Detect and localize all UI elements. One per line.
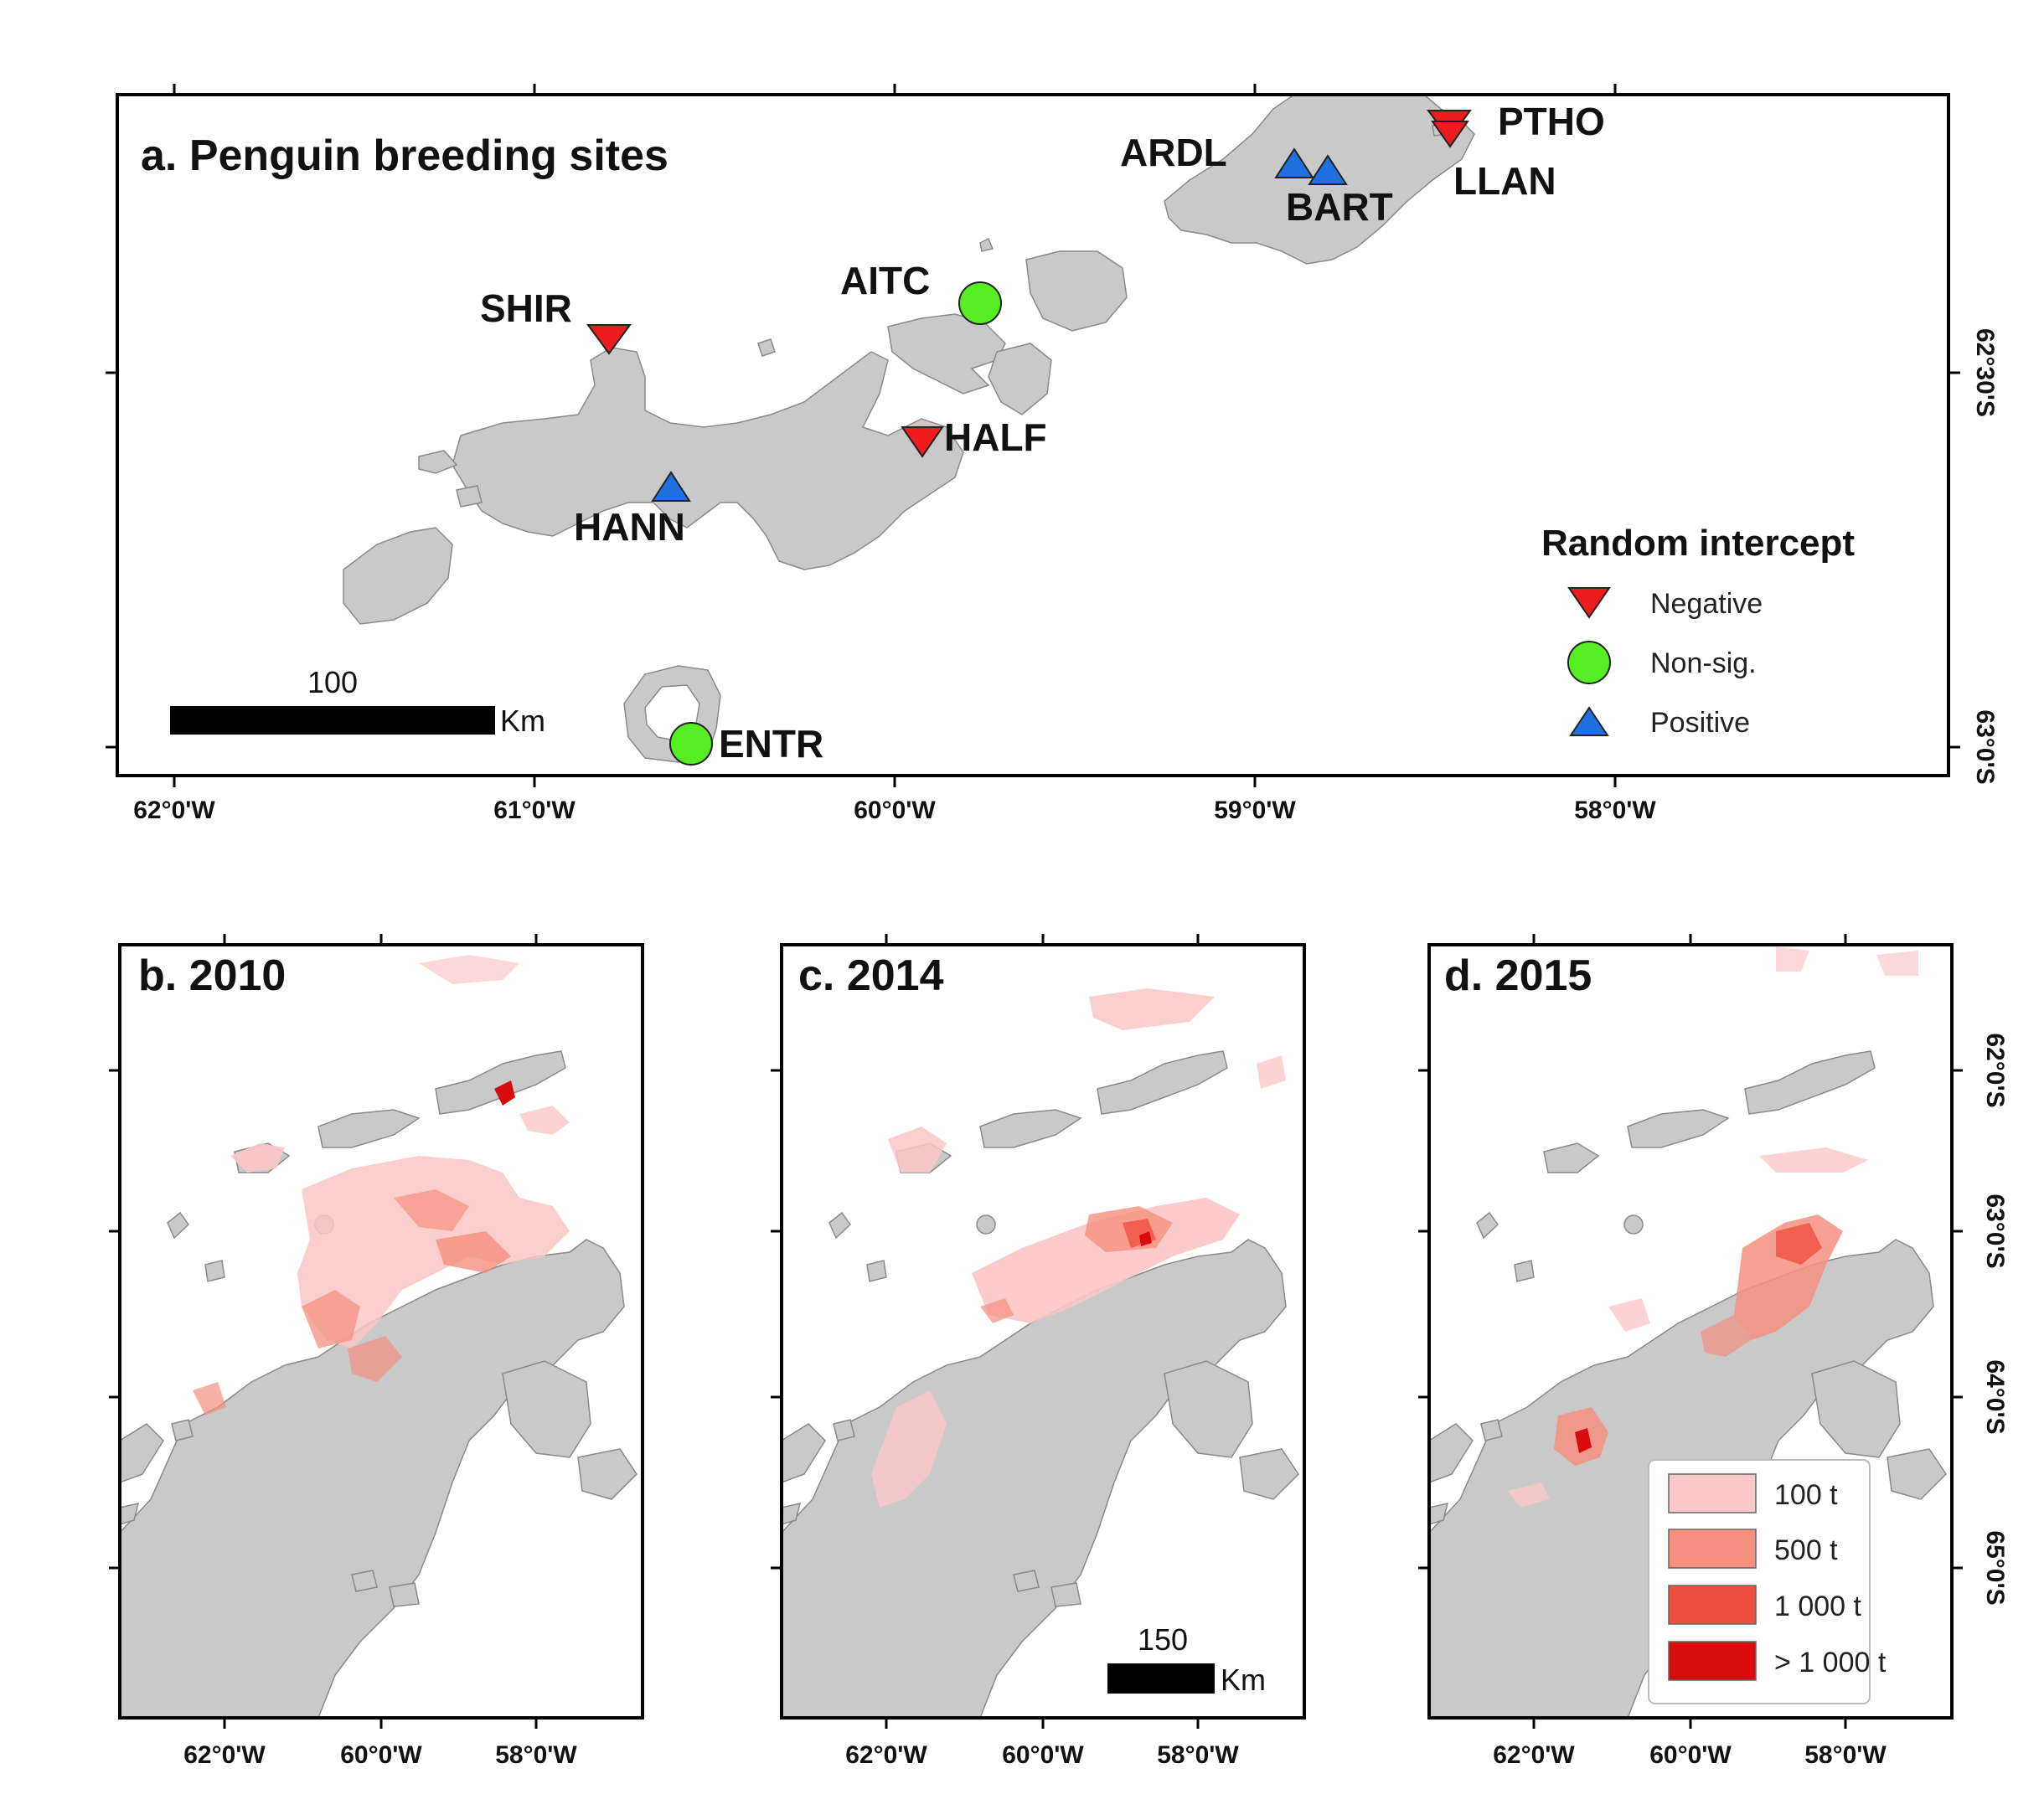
site-label-aitc: AITC (840, 259, 930, 302)
bottom-y-tick-4: 65°0'S (1981, 1530, 2009, 1605)
panel-a-scalebar-unit: Km (500, 704, 545, 738)
catch-legend-label-2: 500 t (1774, 1534, 1838, 1566)
panel-b-catch (193, 955, 570, 1415)
panel-b: b. 2010 62°0'W 60°0'W 58°0'W (109, 934, 644, 1769)
panel-a-x-tick-3: 60°0'W (854, 797, 936, 824)
panel-d-catch (1508, 946, 1918, 1508)
panel-c-scalebar-bar (1107, 1663, 1215, 1694)
panel-c-x-tick-1: 62°0'W (845, 1741, 927, 1769)
site-marker-bart (1308, 154, 1348, 185)
site-marker-hann (651, 471, 691, 502)
panel-a-scalebar-value: 100 (307, 665, 358, 699)
panel-a-x-tick-1: 62°0'W (133, 797, 215, 824)
panel-b-x-tick-3: 58°0'W (495, 1741, 577, 1769)
legend-positive-symbol (1569, 706, 1609, 736)
site-label-entr: ENTR (719, 722, 823, 766)
panel-c-scalebar-value: 150 (1138, 1622, 1188, 1657)
panel-c-catch (871, 988, 1286, 1508)
legend-nonsig-symbol (1567, 641, 1611, 684)
legend-negative-symbol (1567, 587, 1611, 619)
catch-legend-swatch-1 (1668, 1473, 1757, 1513)
panel-a-x-tick-2: 61°0'W (493, 797, 576, 824)
panel-d-map (1429, 946, 1947, 1718)
panel-a-y-tick-1: 62°30'S (1971, 328, 1999, 417)
bottom-y-tick-1: 62°0'S (1981, 1033, 2009, 1107)
catch-legend-swatch-3 (1668, 1585, 1757, 1625)
site-marker-shir (586, 324, 632, 355)
site-marker-aitc (958, 281, 1002, 325)
bottom-y-tick-3: 64°0'S (1981, 1359, 2009, 1434)
site-label-shir: SHIR (480, 286, 572, 330)
site-label-llan: LLAN (1453, 159, 1556, 203)
panel-c-map (782, 988, 1299, 1718)
panel-b-x-tick-2: 60°0'W (340, 1741, 422, 1769)
catch-legend-label-4: > 1 000 t (1774, 1647, 1887, 1678)
legend-negative-label: Negative (1650, 588, 1763, 620)
panel-a-title: a. Penguin breeding sites (141, 131, 668, 180)
legend-positive-label: Positive (1650, 707, 1750, 739)
catch-legend-swatch-4 (1668, 1641, 1757, 1681)
catch-legend: 100 t 500 t 1 000 t > 1 000 t (1648, 1459, 1887, 1704)
site-marker-llan (1431, 121, 1469, 148)
random-intercept-legend: Random intercept Negative Non-sig. Posit… (1541, 523, 1855, 739)
panel-d-title: d. 2015 (1444, 951, 1592, 1000)
panel-a-x-tick-5: 58°0'W (1574, 797, 1656, 824)
panel-a-scalebar-bar (170, 706, 495, 735)
panel-c-scalebar-unit: Km (1221, 1663, 1266, 1697)
panel-d: d. 2015 100 t 500 t 1 000 t > 1 000 t 62… (1418, 934, 2009, 1769)
panel-c-title: c. 2014 (798, 951, 944, 1000)
panel-c-scalebar: 150 Km (1107, 1622, 1266, 1697)
panel-a-x-tick-4: 59°0'W (1214, 797, 1296, 824)
site-marker-half (901, 426, 944, 458)
panel-d-ticks (1418, 934, 1963, 1729)
catch-legend-label-1: 100 t (1774, 1479, 1838, 1511)
panel-c: c. 2014 150 Km 62°0'W 60°0'W 58°0'W (771, 934, 1306, 1769)
site-markers (586, 110, 1472, 766)
panel-a-frame (116, 93, 1950, 777)
site-marker-entr (669, 722, 713, 766)
panel-d-x-tick-3: 58°0'W (1804, 1741, 1887, 1769)
panel-a-ticks (106, 84, 1960, 787)
panel-b-title: b. 2010 (138, 951, 286, 1000)
bottom-y-tick-2: 63°0'S (1981, 1194, 2009, 1268)
panel-a: 62°0'W 61°0'W 60°0'W 59°0'W 58°0'W 62°30… (106, 84, 1999, 824)
panel-c-ticks (771, 934, 1200, 1729)
site-label-ptho: PTHO (1498, 100, 1605, 143)
legend-nonsig-label: Non-sig. (1650, 647, 1757, 679)
panel-d-x-tick-2: 60°0'W (1649, 1741, 1732, 1769)
panel-b-x-tick-1: 62°0'W (183, 1741, 266, 1769)
panel-a-y-tick-2: 63°0'S (1971, 709, 1999, 784)
site-label-ardl: ARDL (1120, 131, 1227, 174)
site-label-bart: BART (1286, 185, 1393, 229)
panel-a-scalebar: 100 Km (170, 665, 545, 738)
site-label-hann: HANN (574, 505, 685, 549)
catch-legend-label-3: 1 000 t (1774, 1591, 1862, 1622)
panel-b-map (120, 955, 637, 1718)
panel-c-x-tick-2: 60°0'W (1002, 1741, 1084, 1769)
catch-legend-swatch-2 (1668, 1529, 1757, 1569)
site-marker-ardl (1274, 147, 1314, 178)
panel-c-x-tick-3: 58°0'W (1157, 1741, 1239, 1769)
legend-title: Random intercept (1541, 523, 1855, 564)
panel-d-x-tick-1: 62°0'W (1493, 1741, 1575, 1769)
panel-b-ticks (109, 934, 538, 1729)
site-label-half: HALF (944, 415, 1047, 459)
